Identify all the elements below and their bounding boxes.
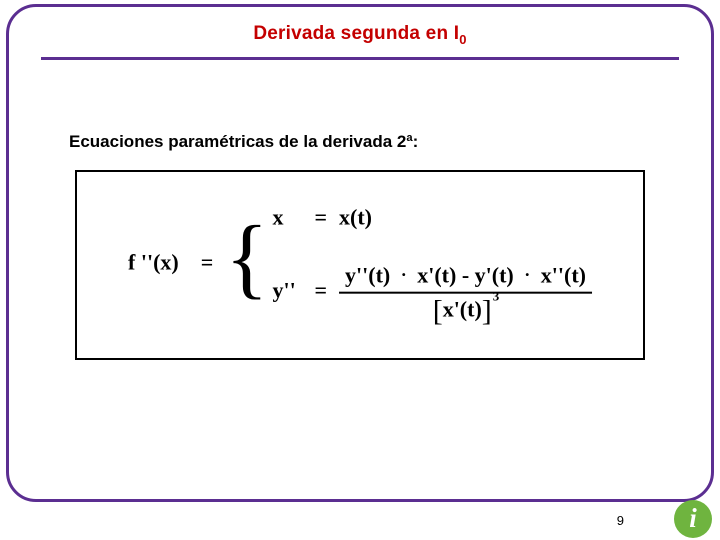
equals-sign: = — [189, 249, 226, 275]
title-container: Derivada segunda en I0 — [39, 23, 681, 47]
title-text: Derivada segunda en I — [253, 23, 459, 44]
slide-title: Derivada segunda en I0 — [253, 23, 466, 47]
title-subscript: 0 — [459, 32, 466, 47]
left-bracket: [ — [433, 299, 443, 323]
left-brace: { — [225, 222, 268, 294]
section-subheading: Ecuaciones paramétricas de la derivada 2… — [69, 132, 681, 152]
case-2: y'' = y''(t) · x'(t) - y'(t) · x''(t) — [272, 260, 592, 320]
minus: - — [462, 262, 475, 287]
den-inner: x'(t) — [443, 296, 482, 322]
denominator: [ x'(t) ] 3 — [427, 293, 505, 322]
numerator: y''(t) · x'(t) - y'(t) · x''(t) — [339, 262, 592, 291]
case2-eq: = — [302, 277, 339, 303]
num-a: y''(t) — [345, 262, 390, 287]
fraction: y''(t) · x'(t) - y'(t) · x''(t) [ — [339, 262, 592, 322]
case1-rhs: x(t) — [339, 204, 372, 230]
case2-lhs: y'' — [272, 277, 302, 303]
dot-1: · — [396, 264, 412, 284]
exponent: 3 — [493, 288, 500, 304]
num-c: y'(t) — [475, 262, 514, 287]
num-d: x''(t) — [541, 262, 586, 287]
cases: x = x(t) y'' = y''(t) · x'(t) - — [272, 204, 592, 320]
case-1: x = x(t) — [272, 204, 592, 230]
formula: f ''(x) = { x = x(t) y'' = y''(t) — [128, 204, 592, 320]
info-glyph: i — [689, 505, 697, 532]
info-icon[interactable]: i — [674, 500, 712, 538]
title-underline — [41, 57, 679, 60]
slide-frame: Derivada segunda en I0 Ecuaciones paramé… — [6, 4, 714, 502]
formula-box: f ''(x) = { x = x(t) y'' = y''(t) — [75, 170, 645, 360]
right-bracket: ] — [482, 299, 492, 323]
formula-lhs: f ''(x) — [128, 249, 189, 275]
dot-2: · — [519, 264, 535, 284]
page-number: 9 — [617, 513, 624, 528]
case1-eq: = — [302, 204, 339, 230]
formula-row: f ''(x) = { x = x(t) y'' = y''(t) — [128, 204, 592, 320]
case1-lhs: x — [272, 204, 302, 230]
num-b: x'(t) — [417, 262, 456, 287]
